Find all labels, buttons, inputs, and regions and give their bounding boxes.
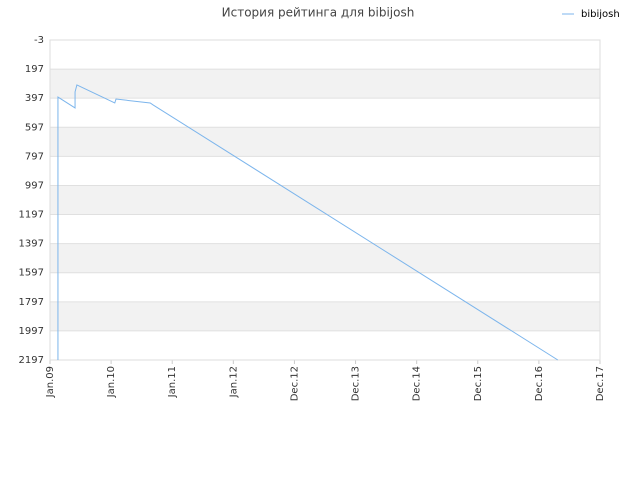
- y-tick-label: 1997: [19, 326, 44, 337]
- x-tick-label: Dec.17: [595, 366, 606, 401]
- x-tick-label: Dec.15: [473, 366, 484, 401]
- x-tick-label: Dec.16: [534, 366, 545, 401]
- y-tick-label: 1597: [19, 268, 44, 279]
- x-tick-label: Jan.11: [167, 366, 178, 398]
- x-tick-label: Dec.13: [351, 366, 362, 401]
- legend-label: bibijosh: [581, 9, 620, 20]
- x-tick-label: Jan.10: [106, 366, 117, 398]
- y-tick-label: 797: [25, 151, 44, 162]
- chart-title: История рейтинга для bibijosh: [222, 6, 415, 20]
- grid-band: [50, 69, 600, 99]
- grid-band: [50, 185, 600, 215]
- x-tick-label: Dec.14: [412, 366, 423, 401]
- grid-band: [50, 127, 600, 157]
- y-tick-label: 1197: [19, 210, 44, 221]
- y-tick-label: 1797: [19, 297, 44, 308]
- y-tick-label: 997: [25, 180, 44, 191]
- y-tick-label: 197: [25, 64, 44, 75]
- y-tick-label: 1397: [19, 239, 44, 250]
- x-tick-label: Dec.12: [289, 366, 300, 401]
- grid-band: [50, 301, 600, 331]
- x-tick-label: Jan.09: [45, 366, 56, 398]
- y-tick-label: 597: [25, 122, 44, 133]
- y-tick-label: -3: [34, 35, 44, 46]
- plot-border: [49, 39, 601, 361]
- grid-band: [50, 243, 600, 273]
- series-line: [57, 84, 559, 361]
- y-tick-label: 2197: [19, 355, 44, 366]
- x-tick-label: Jan.12: [228, 366, 239, 398]
- y-tick-label: 397: [25, 93, 44, 104]
